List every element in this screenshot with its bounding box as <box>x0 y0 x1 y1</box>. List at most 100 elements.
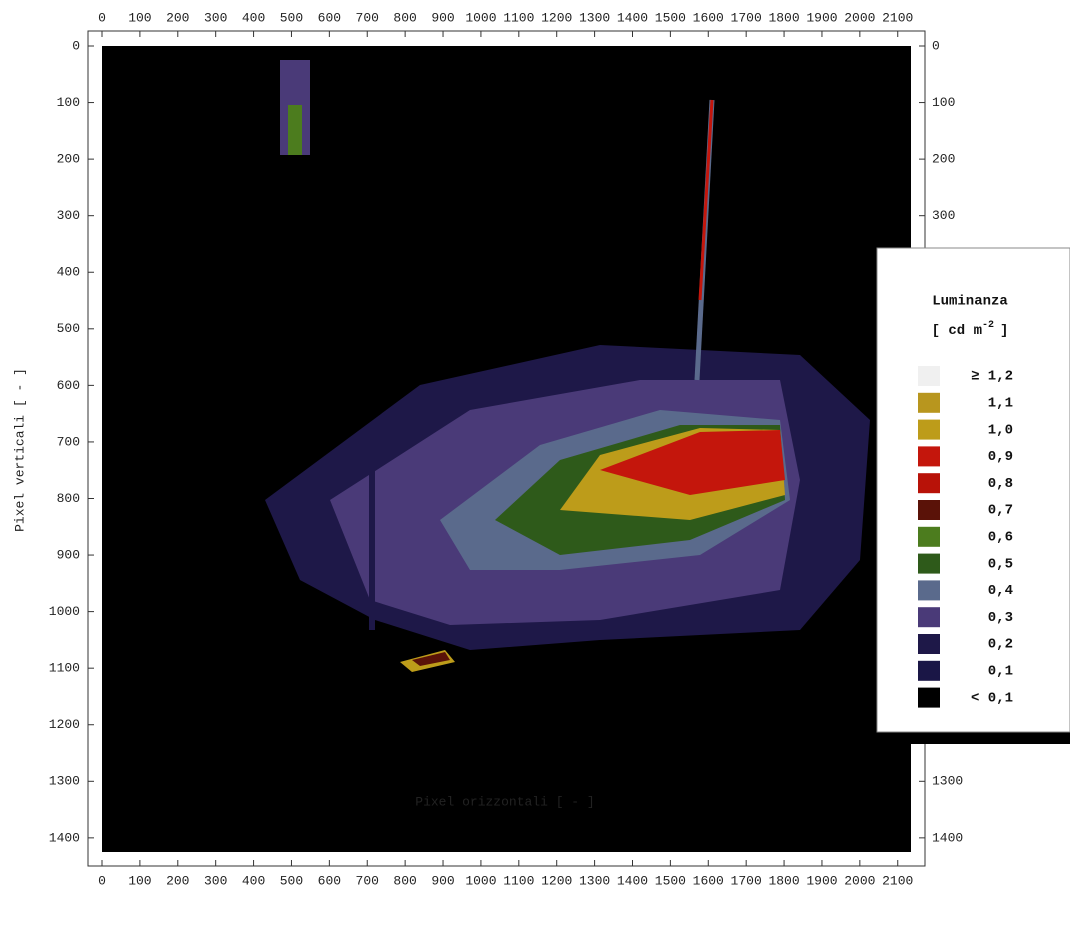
x-tick-label: 1000 <box>465 10 496 25</box>
y-tick-label: 0 <box>72 38 80 53</box>
legend-label: 0,5 <box>988 556 1013 572</box>
legend-swatch <box>918 366 940 386</box>
legend-label: 0,3 <box>988 610 1013 626</box>
x-tick-label: 2100 <box>882 10 913 25</box>
x-tick-label: 300 <box>204 873 227 888</box>
y-tick-label: 600 <box>57 378 80 393</box>
legend-label: 1,0 <box>988 422 1013 438</box>
y-tick-label: 1000 <box>49 604 80 619</box>
legend-unit-exponent: -2 <box>982 320 994 331</box>
x-tick-label: 400 <box>242 873 265 888</box>
legend: Luminanza [ cd m-2] ≥ 1,2 1,1 1,0 0,9 0,8 0,7… <box>876 247 1070 733</box>
legend-unit-base: [ cd m <box>932 323 982 339</box>
x-tick-label: 2100 <box>882 873 913 888</box>
x-tick-label: 600 <box>318 10 341 25</box>
legend-label: 0,7 <box>988 503 1013 519</box>
x-tick-label: 2000 <box>844 873 875 888</box>
y-axis-label: Pixel verticali [ - ] <box>12 368 27 532</box>
x-axis-label: Pixel orizzontali [ - ] <box>415 794 594 809</box>
legend-box <box>876 247 1070 733</box>
x-tick-label: 100 <box>128 10 151 25</box>
x-tick-label: 2000 <box>844 10 875 25</box>
y-tick-label: 400 <box>57 265 80 280</box>
y-tick-label: 100 <box>932 95 955 110</box>
x-tick-label: 600 <box>318 873 341 888</box>
legend-swatch <box>918 660 940 681</box>
x-tick-label: 1200 <box>541 873 572 888</box>
legend-swatch <box>918 553 940 574</box>
legend-swatch <box>918 446 940 467</box>
x-tick-label: 1700 <box>731 10 762 25</box>
x-tick-label: 200 <box>166 873 189 888</box>
legend-swatch <box>918 392 940 413</box>
x-tick-label: 500 <box>280 10 303 25</box>
legend-swatch <box>918 607 940 628</box>
legend-label: 0,9 <box>988 449 1013 465</box>
x-tick-label: 1600 <box>693 873 724 888</box>
x-tick-label: 300 <box>204 10 227 25</box>
y-tick-label: 700 <box>57 434 80 449</box>
x-tick-label: 900 <box>431 873 454 888</box>
legend-title: Luminanza <box>932 294 1008 310</box>
legend-unit-close: ] <box>1000 323 1008 339</box>
legend-swatch <box>918 526 940 547</box>
x-tick-label: 800 <box>393 873 416 888</box>
x-tick-label: 1500 <box>655 873 686 888</box>
y-tick-label: 1400 <box>49 830 80 845</box>
x-tick-label: 400 <box>242 10 265 25</box>
x-tick-label: 700 <box>356 873 379 888</box>
x-tick-label: 1900 <box>806 873 837 888</box>
y-tick-label: 1200 <box>49 717 80 732</box>
y-tick-label: 100 <box>57 95 80 110</box>
x-tick-label: 1100 <box>503 10 534 25</box>
legend-unit: [ cd m-2] <box>932 320 1009 339</box>
y-tick-label: 900 <box>57 547 80 562</box>
legend-label: < 0,1 <box>971 690 1013 706</box>
image <box>102 46 911 852</box>
x-tick-label: 1800 <box>768 10 799 25</box>
x-tick-label: 1700 <box>731 873 762 888</box>
y-tick-label: 1400 <box>932 830 963 845</box>
x-tick-label: 900 <box>431 10 454 25</box>
x-tick-label: 1400 <box>617 873 648 888</box>
x-tick-label: 1300 <box>579 873 610 888</box>
legend-label: 0,8 <box>988 476 1013 492</box>
legend-swatch <box>918 580 940 601</box>
y-tick-label: 300 <box>57 208 80 223</box>
x-tick-label: 1800 <box>768 873 799 888</box>
x-tick-label: 1400 <box>617 10 648 25</box>
x-tick-label: 1000 <box>465 873 496 888</box>
x-tick-label: 1900 <box>806 10 837 25</box>
y-tick-label: 1100 <box>49 661 80 676</box>
legend-label: 0,4 <box>988 583 1013 599</box>
y-tick-label: 1300 <box>932 774 963 789</box>
x-tick-label: 1500 <box>655 10 686 25</box>
legend-label: 0,2 <box>988 637 1013 653</box>
x-tick-label: 1200 <box>541 10 572 25</box>
x-tick-label: 0 <box>98 10 106 25</box>
legend-swatch <box>918 687 940 708</box>
x-tick-label: 500 <box>280 873 303 888</box>
y-tick-label: 300 <box>932 208 955 223</box>
legend-swatch <box>918 419 940 440</box>
y-tick-label: 200 <box>932 152 955 167</box>
y-tick-label: 500 <box>57 321 80 336</box>
legend-swatch <box>918 500 940 520</box>
legend-label: ≥ 1,2 <box>971 369 1013 385</box>
y-tick-label: 1300 <box>49 774 80 789</box>
legend-label: 0,1 <box>988 664 1013 680</box>
x-tick-label: 1300 <box>579 10 610 25</box>
x-tick-label: 1100 <box>503 873 534 888</box>
x-tick-label: 100 <box>128 873 151 888</box>
x-tick-label: 1600 <box>693 10 724 25</box>
legend-label: 0,6 <box>988 530 1013 546</box>
legend-swatch <box>918 473 940 494</box>
x-tick-label: 0 <box>98 873 106 888</box>
x-tick-label: 200 <box>166 10 189 25</box>
legend-swatch <box>918 634 940 654</box>
x-tick-label: 700 <box>356 10 379 25</box>
y-tick-label: 800 <box>57 491 80 506</box>
x-tick-label: 800 <box>393 10 416 25</box>
y-tick-label: 0 <box>932 38 940 53</box>
